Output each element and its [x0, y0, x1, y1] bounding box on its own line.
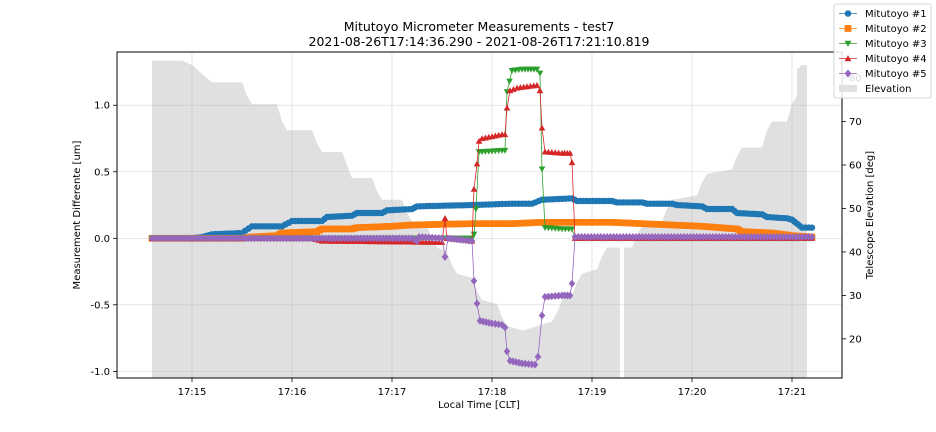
series-marker — [528, 360, 536, 369]
x-tick-label: 17:15 — [178, 387, 207, 398]
legend-label: Mitutoyo #2 — [865, 24, 927, 35]
y2-tick-label: 70 — [849, 117, 862, 128]
series-marker — [418, 233, 426, 242]
series-marker — [501, 323, 509, 332]
plot-frame — [116, 51, 843, 379]
series-marker — [533, 66, 541, 73]
series-layer — [148, 66, 816, 369]
legend-item-mitutoyo-5: Mitutoyo #5 — [839, 69, 927, 80]
series-mitutoyo-5 — [148, 232, 816, 369]
series-marker — [438, 234, 446, 243]
series-marker — [518, 359, 526, 368]
chart-title: Mitutoyo Micrometer Measurements - test7 — [344, 19, 615, 34]
series-marker — [568, 159, 576, 166]
series-marker — [432, 233, 439, 242]
legend-item-elevation: Elevation — [839, 84, 911, 95]
y-axis: -1.0 -0.5 0.0 0.5 1.0 — [90, 101, 117, 378]
series-marker — [515, 358, 523, 367]
elevation-area-layer — [152, 60, 807, 378]
series-marker — [441, 215, 449, 221]
series-marker — [468, 236, 476, 245]
legend-label: Mitutoyo #3 — [865, 39, 927, 50]
legend-marker — [844, 69, 852, 78]
y2-tick-label: 50 — [849, 204, 862, 215]
series-marker — [568, 226, 576, 233]
y-tick-label: 0.0 — [94, 234, 110, 245]
y-tick-label: 0.5 — [94, 167, 110, 178]
y-tick-label: -0.5 — [90, 300, 110, 311]
series-marker — [568, 279, 576, 288]
series-marker — [501, 131, 509, 138]
x-tick-label: 17:21 — [778, 387, 807, 398]
legend-box — [833, 3, 932, 99]
series-marker — [534, 352, 542, 361]
x-tick-label: 17:16 — [278, 387, 307, 398]
x-axis: 17:15 17:16 17:17 17:18 17:19 17:20 17:21 — [178, 378, 807, 398]
series-marker — [425, 233, 433, 242]
series-marker — [808, 224, 816, 231]
series-marker — [441, 252, 449, 261]
elevation-area — [152, 60, 807, 378]
series-marker — [538, 311, 546, 320]
series-marker — [472, 206, 480, 213]
y2-tick-label: 20 — [849, 334, 862, 345]
series-marker — [566, 149, 574, 156]
x-tick-label: 17:17 — [378, 387, 407, 398]
x-tick-label: 17:18 — [478, 387, 507, 398]
series-marker — [512, 358, 520, 366]
series-marker — [495, 320, 502, 329]
legend: Mitutoyo #1 Mitutoyo #2 Mitutoyo #3 Mitutoy… — [833, 3, 932, 99]
series-marker — [538, 166, 546, 173]
series-marker — [506, 78, 513, 85]
series-marker — [536, 70, 544, 77]
legend-item-mitutoyo-3: Mitutoyo #3 — [839, 39, 927, 50]
series-marker — [538, 124, 546, 131]
series-marker — [428, 233, 436, 242]
series-marker — [536, 87, 544, 94]
legend-item-mitutoyo-2: Mitutoyo #2 — [839, 24, 927, 35]
legend-label: Elevation — [865, 84, 911, 95]
series-marker — [531, 360, 539, 369]
legend-label: Mitutoyo #5 — [865, 69, 927, 80]
y-axis-label: Measurement Differente [um] — [72, 140, 83, 289]
chart-subtitle: 2021-08-26T17:14:36.290 - 2021-08-26T17:… — [309, 34, 650, 49]
y2-axis: 20304050607080 — [842, 74, 862, 345]
legend-label: Mitutoyo #1 — [865, 9, 927, 20]
legend-swatch — [839, 85, 857, 92]
series-marker — [566, 291, 574, 300]
series-marker — [509, 357, 517, 366]
series-marker — [501, 147, 509, 154]
series-marker — [555, 291, 562, 300]
legend-marker — [844, 25, 852, 32]
series-marker — [482, 318, 490, 327]
series-marker — [808, 232, 816, 241]
x-tick-label: 17:20 — [678, 387, 707, 398]
series-marker — [470, 185, 478, 192]
series-marker — [473, 299, 481, 308]
series-marker — [533, 81, 541, 88]
series-marker — [541, 292, 549, 301]
x-tick-label: 17:19 — [578, 387, 607, 398]
series-marker — [503, 104, 511, 111]
legend-marker — [844, 10, 852, 17]
series-marker — [525, 360, 532, 368]
series-marker — [473, 160, 481, 167]
y2-tick-label: 40 — [849, 247, 862, 258]
x-axis-label: Local Time [CLT] — [438, 400, 520, 411]
series-marker — [413, 236, 421, 245]
series-marker — [503, 347, 511, 356]
y-tick-label: 1.0 — [94, 101, 110, 112]
legend-item-mitutoyo-1: Mitutoyo #1 — [839, 9, 927, 20]
y2-axis-label: Telescope Elevation [deg] — [865, 151, 876, 280]
legend-item-mitutoyo-4: Mitutoyo #4 — [839, 54, 927, 65]
y2-tick-label: 60 — [849, 161, 862, 172]
y2-tick-label: 30 — [849, 291, 862, 302]
legend-marker — [844, 40, 852, 47]
y-tick-label: -1.0 — [90, 367, 110, 378]
series-marker — [470, 276, 478, 285]
legend-label: Mitutoyo #4 — [865, 54, 927, 65]
legend-marker — [844, 55, 852, 62]
series-marker — [521, 359, 529, 368]
